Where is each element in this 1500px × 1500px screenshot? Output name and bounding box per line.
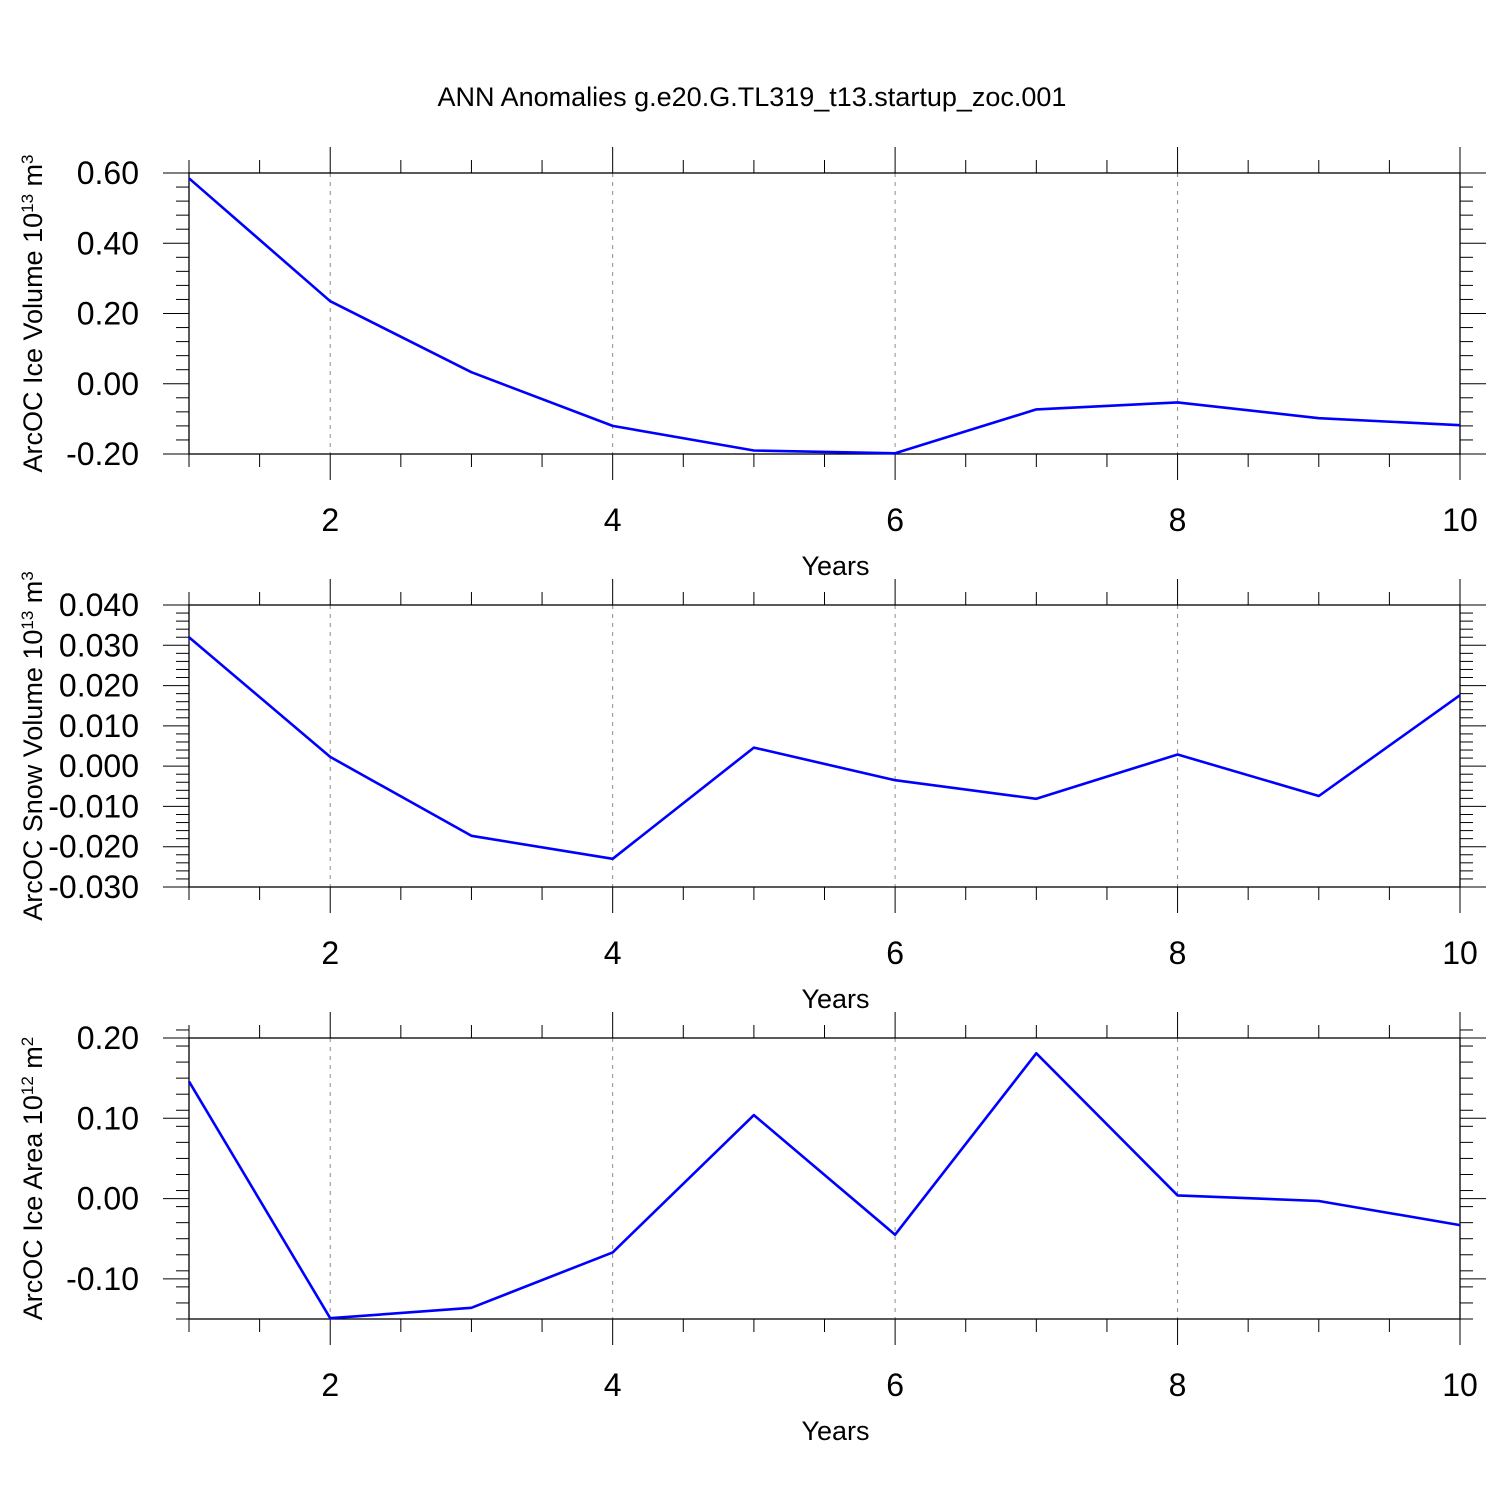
y-axis-title: ArcOC Ice Volume 1013 m3: [18, 154, 49, 472]
y-tick-label: 0.10: [77, 1100, 139, 1136]
y-tick-label: -0.010: [48, 788, 139, 824]
x-tick-label: 4: [604, 1367, 622, 1403]
x-tick-label: 8: [1169, 502, 1187, 538]
figure-title: ANN Anomalies g.e20.G.TL319_t13.startup_…: [438, 82, 1067, 112]
y-tick-label: 0.20: [77, 1020, 139, 1056]
y-tick-label: -0.030: [48, 869, 139, 905]
x-axis-title: Years: [801, 551, 869, 581]
y-tick-label: 0.010: [59, 708, 139, 744]
y-axis-title: ArcOC Snow Volume 1013 m3: [18, 571, 49, 921]
y-tick-label: 0.020: [59, 668, 139, 704]
y-tick-label: -0.020: [48, 829, 139, 865]
plot-frame: [188, 172, 1461, 455]
plot-frame: [188, 1037, 1461, 1320]
x-tick-label: 10: [1442, 935, 1478, 971]
y-axis-title: ArcOC Ice Area 1012 m2: [18, 1037, 49, 1321]
x-tick-label: 2: [321, 502, 339, 538]
y-tick-label: 0.00: [77, 1181, 139, 1217]
y-tick-label: 0.60: [77, 155, 139, 191]
y-tick-label: 0.040: [59, 587, 139, 623]
x-tick-label: 4: [604, 502, 622, 538]
x-tick-label: 8: [1169, 1367, 1187, 1403]
chart-panel-3: 2 4 6 8 10 -0.10 0.00 0.10 0.20 Years ArcOC Ice Ar…: [18, 1012, 1486, 1446]
x-tick-label: 10: [1442, 502, 1478, 538]
chart-panel-2: 2 4 6 8 10 -0.030 -0.020 -0.010 0.000 0.010 0.020 0…: [18, 571, 1486, 1014]
x-tick-label: 4: [604, 935, 622, 971]
x-tick-label: 6: [886, 935, 904, 971]
x-tick-label: 6: [886, 502, 904, 538]
x-tick-label: 8: [1169, 935, 1187, 971]
series-line: [188, 177, 1461, 455]
x-tick-label: 2: [321, 1367, 339, 1403]
x-tick-label: 10: [1442, 1367, 1478, 1403]
y-tick-label: 0.40: [77, 225, 139, 261]
y-tick-label: 0.20: [77, 296, 139, 332]
panels: 2 4 6 8 10 -0.20 0.00 0.20 0.40 0.60 Years ArcOC Ic…: [18, 147, 1486, 1446]
x-axis-title: Years: [801, 984, 869, 1014]
y-tick-label: 0.000: [59, 748, 139, 784]
series-line: [187, 1052, 1461, 1320]
chart-panel-1: 2 4 6 8 10 -0.20 0.00 0.20 0.40 0.60 Years ArcOC Ic…: [18, 147, 1486, 581]
plot-frame: [188, 604, 1461, 888]
y-tick-label: -0.10: [66, 1261, 139, 1297]
x-axis-title: Years: [801, 1416, 869, 1446]
y-tick-label: 0.030: [59, 627, 139, 663]
x-tick-label: 2: [321, 935, 339, 971]
series-line: [188, 636, 1461, 861]
y-tick-label: -0.20: [66, 436, 139, 472]
y-tick-label: 0.00: [77, 366, 139, 402]
x-tick-label: 6: [886, 1367, 904, 1403]
